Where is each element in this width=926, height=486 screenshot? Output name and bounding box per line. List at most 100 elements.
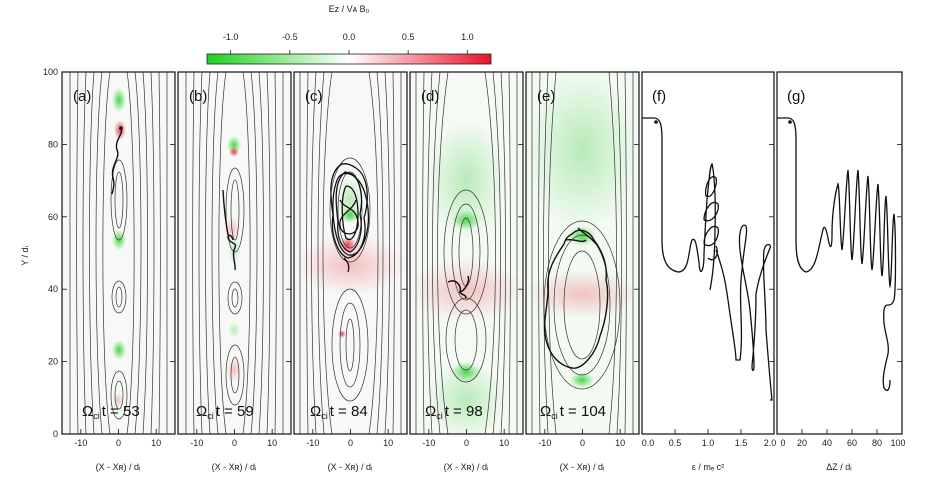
panel-d-label: (d) xyxy=(421,88,439,105)
panel-b-time-symbol: Ω xyxy=(196,403,207,420)
panel-a-time-symbol: Ω xyxy=(82,403,93,420)
panel-b-x-axis-label: (X - Xʀ) / dᵢ xyxy=(212,462,257,472)
panel-a-trajectory xyxy=(111,127,123,195)
y-axis-ticks: 0 20 40 60 80 100 xyxy=(43,67,67,439)
colorbar-tick-label: 0.5 xyxy=(402,32,415,42)
panel-a: 0 20 40 60 80 100 -10 0 10 (a) Ωci t = 53 (X - X… xyxy=(43,67,176,472)
panel-c-time-symbol: Ω xyxy=(310,403,321,420)
colorbar-tick-label: 0.0 xyxy=(343,32,356,42)
panel-b: -10 0 10 (b) Ωci t = 59 (X - Xʀ) / dᵢ xyxy=(177,71,292,472)
colorbar: Eᴢ / Vᴀ B₀ -1.0 -0.5 0.0 0.5 1.0 xyxy=(206,4,492,65)
colorbar-title: Eᴢ / Vᴀ B₀ xyxy=(329,4,370,14)
panel-b-field-lines xyxy=(185,71,284,435)
colorbar-tick-label: 1.0 xyxy=(461,32,474,42)
panel-f-x-ticks: 0.0 0.5 1.0 1.5 2.0 xyxy=(641,71,777,448)
panel-d-x-ticks: -10 0 10 xyxy=(422,71,523,448)
panel-f-x-axis-label: ε / mₑ c² xyxy=(692,462,724,472)
panel-d-x-tick-label: 0 xyxy=(464,438,469,448)
panel-e-x-ticks: -10 0 10 xyxy=(538,71,639,448)
panel-d-x-tick-label: 10 xyxy=(499,438,509,448)
panel-f-x-tick-label: 1.0 xyxy=(702,438,715,448)
panel-f-x-tick-label: 1.5 xyxy=(735,438,748,448)
panel-a-trajectory-start xyxy=(119,126,123,130)
panel-d-time-value: t = 98 xyxy=(445,403,483,420)
panel-e-trajectory xyxy=(543,227,609,369)
panel-b-x-tick-label: 0 xyxy=(232,438,237,448)
panel-e-x-tick-label: 0 xyxy=(580,438,585,448)
panel-g: 0 20 40 60 80 100 (g) ΔZ / dᵢ xyxy=(776,71,906,472)
panel-f-trajectory xyxy=(642,117,773,401)
y-axis-label: Y / dᵢ xyxy=(20,246,30,266)
y-tick-label: 100 xyxy=(43,67,58,77)
panel-g-x-tick-label: 20 xyxy=(797,438,807,448)
panel-e-time-symbol: Ω xyxy=(540,403,551,420)
panel-g-x-axis-label: ΔZ / dᵢ xyxy=(826,462,851,472)
panel-a-time: Ωci t = 53 xyxy=(82,403,140,421)
panel-g-trajectory xyxy=(777,117,897,392)
panel-b-trajectory xyxy=(222,189,237,271)
panel-c-x-tick-label: -10 xyxy=(306,438,319,448)
panel-b-label: (b) xyxy=(189,88,207,105)
panel-a-x-tick-label: 0 xyxy=(116,438,121,448)
y-tick-label: 0 xyxy=(53,429,58,439)
panel-b-x-tick-label: 10 xyxy=(267,438,277,448)
panel-a-label: (a) xyxy=(73,88,91,105)
panel-d: -10 0 10 (d) Ωci t = 98 (X - Xʀ) / dᵢ xyxy=(408,71,524,472)
panel-e: -10 0 10 (e) Ωci t = 104 (X - Xʀ) / dᵢ xyxy=(525,70,640,472)
panel-e-time-subscript: ci xyxy=(551,411,558,421)
y-tick-label: 20 xyxy=(48,357,58,367)
panel-b-x-ticks: -10 0 10 xyxy=(190,71,291,448)
panel-e-label: (e) xyxy=(537,88,555,105)
panel-a-x-tick-label: 10 xyxy=(151,438,161,448)
panel-e-field-lines xyxy=(531,71,634,435)
panel-c-field-lines xyxy=(299,71,402,435)
y-tick-label: 40 xyxy=(48,284,58,294)
panel-a-field-lines xyxy=(69,71,168,435)
panel-g-label: (g) xyxy=(787,88,805,105)
panel-d-trajectory xyxy=(447,275,470,299)
panel-e-time-value: t = 104 xyxy=(560,403,606,420)
panel-c-time: Ωci t = 84 xyxy=(310,403,368,421)
panel-d-x-axis-label: (X - Xʀ) / dᵢ xyxy=(444,462,489,472)
panel-g-frame xyxy=(776,71,903,435)
panel-c-x-axis-label: (X - Xʀ) / dᵢ xyxy=(328,462,373,472)
y-tick-label: 80 xyxy=(48,139,58,149)
panel-e-x-axis-label: (X - Xʀ) / dᵢ xyxy=(560,462,605,472)
panel-d-field-lines xyxy=(415,71,518,435)
panel-f-background xyxy=(642,72,774,434)
colorbar-ticks: -1.0 -0.5 0.0 0.5 1.0 xyxy=(223,32,474,54)
panel-a-time-value: t = 53 xyxy=(102,403,140,420)
panel-d-time: Ωci t = 98 xyxy=(425,403,483,421)
panel-e-x-tick-label: 10 xyxy=(615,438,625,448)
panel-d-time-subscript: ci xyxy=(436,411,443,421)
panel-g-trajectory-start xyxy=(788,120,792,124)
panel-c-time-subscript: ci xyxy=(321,411,328,421)
panel-a-x-ticks: -10 0 10 xyxy=(74,71,175,448)
panel-f-x-tick-label: 2.0 xyxy=(764,438,777,448)
panel-c-trajectory xyxy=(330,162,369,273)
panel-a-time-subscript: ci xyxy=(93,411,100,421)
panel-a-x-tick-label: -10 xyxy=(74,438,87,448)
panel-g-x-tick-label: 80 xyxy=(872,438,882,448)
panel-c-time-value: t = 84 xyxy=(330,403,368,420)
panel-e-x-tick-label: -10 xyxy=(538,438,551,448)
panel-e-time: Ωci t = 104 xyxy=(540,403,606,421)
panel-c-x-ticks: -10 0 10 xyxy=(306,71,407,448)
panel-b-time: Ωci t = 59 xyxy=(196,403,254,421)
panel-d-time-symbol: Ω xyxy=(425,403,436,420)
panel-g-x-tick-label: 0 xyxy=(780,438,785,448)
panel-g-x-tick-label: 60 xyxy=(847,438,857,448)
colorbar-tick-label: -1.0 xyxy=(223,32,239,42)
panel-c: -10 0 10 (c) Ωci t = 84 (X - Xʀ) / dᵢ xyxy=(293,71,408,472)
panel-b-x-tick-label: -10 xyxy=(190,438,203,448)
panel-b-time-subscript: ci xyxy=(207,411,214,421)
panel-f-trajectory-start xyxy=(654,120,658,124)
panel-f-x-tick-label: 0.0 xyxy=(642,438,655,448)
panel-f: 0.0 0.5 1.0 1.5 2.0 (f) ε / mₑ c² xyxy=(641,71,777,472)
panel-g-x-tick-label: 40 xyxy=(822,438,832,448)
panel-c-x-tick-label: 10 xyxy=(383,438,393,448)
colorbar-tick-label: -0.5 xyxy=(282,32,298,42)
y-tick-label: 60 xyxy=(48,212,58,222)
panel-f-label: (f) xyxy=(652,88,666,105)
